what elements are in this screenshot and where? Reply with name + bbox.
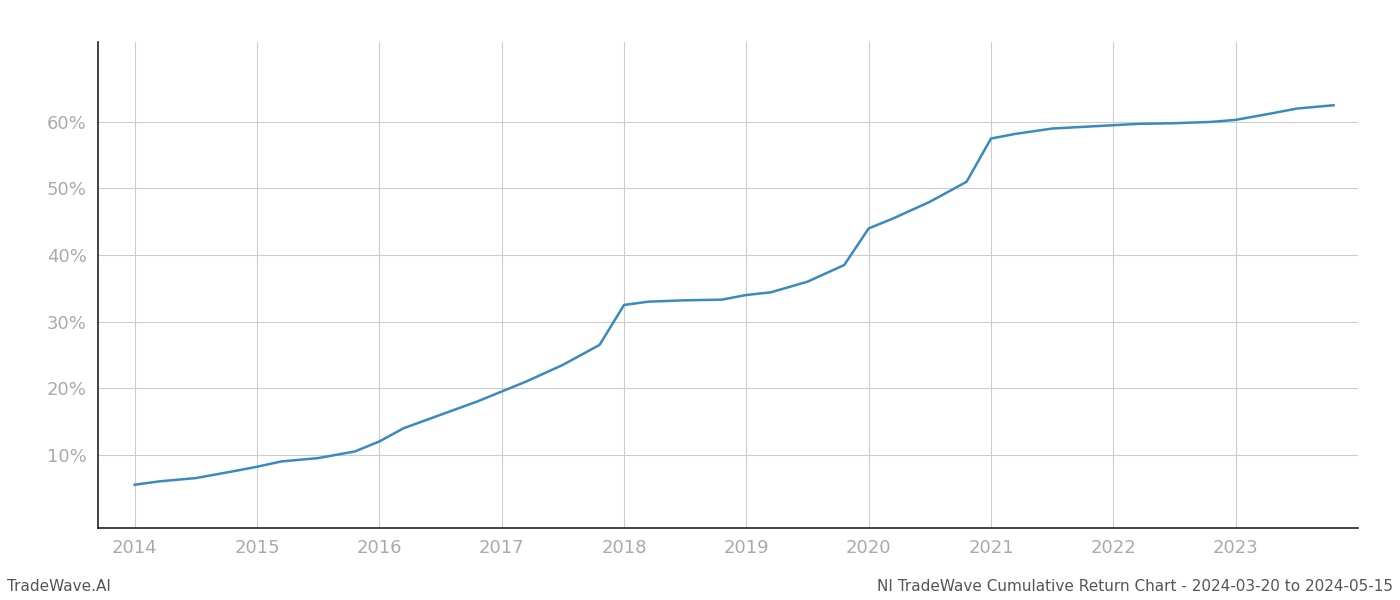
- Text: TradeWave.AI: TradeWave.AI: [7, 579, 111, 594]
- Text: NI TradeWave Cumulative Return Chart - 2024-03-20 to 2024-05-15: NI TradeWave Cumulative Return Chart - 2…: [876, 579, 1393, 594]
